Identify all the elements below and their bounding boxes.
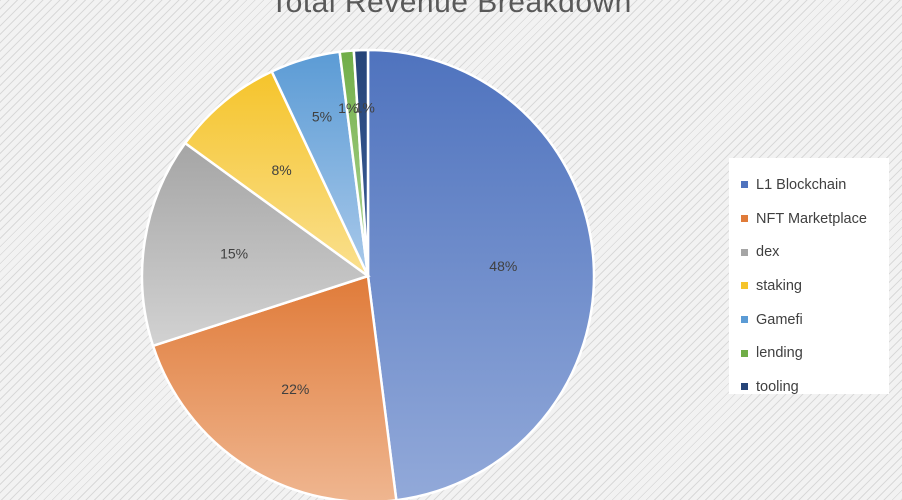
legend-item-l1-blockchain: L1 Blockchain [741, 168, 889, 202]
legend-swatch [741, 316, 748, 324]
pie-slice-nft-marketplace [151, 274, 398, 500]
slice-label-dex: 15% [220, 246, 248, 262]
legend-item-nft-marketplace: NFT Marketplace [741, 202, 889, 236]
slice-label-lending: 1% [338, 100, 358, 116]
legend-swatch [741, 248, 748, 256]
legend-item-gamefi: Gamefi [741, 303, 889, 337]
pie-slice-l1-blockchain [366, 48, 596, 500]
legend-label: staking [756, 277, 802, 294]
legend-label: dex [756, 244, 780, 261]
legend-swatch [741, 349, 748, 357]
slice-label-nft-marketplace: 22% [281, 381, 309, 397]
slice-label-gamefi: 5% [312, 108, 332, 124]
legend-swatch [741, 282, 748, 290]
legend-item-tooling: tooling [741, 370, 889, 404]
legend-item-dex: dex [741, 235, 889, 269]
pie-slice-dex [140, 141, 371, 348]
legend-label: NFT Marketplace [756, 210, 867, 227]
legend-swatch [741, 383, 748, 391]
pie-slice-staking [183, 69, 370, 278]
legend-item-lending: lending [741, 336, 889, 370]
legend-item-staking: staking [741, 269, 889, 303]
legend-label: tooling [756, 378, 799, 395]
legend-label: lending [756, 345, 803, 362]
legend-label: Gamefi [756, 311, 803, 328]
legend-label: L1 Blockchain [756, 176, 847, 193]
legend-swatch [741, 181, 748, 189]
chart-title: Total Revenue Breakdown [270, 0, 632, 19]
pie-slice-tooling [352, 48, 370, 277]
slice-label-tooling: 1% [355, 100, 375, 116]
slice-label-staking: 8% [271, 162, 291, 178]
legend-swatch [741, 215, 748, 223]
slice-label-l1-blockchain: 48% [489, 258, 517, 274]
legend: L1 Blockchain NFT Marketplace dex staking Ga… [729, 158, 889, 395]
